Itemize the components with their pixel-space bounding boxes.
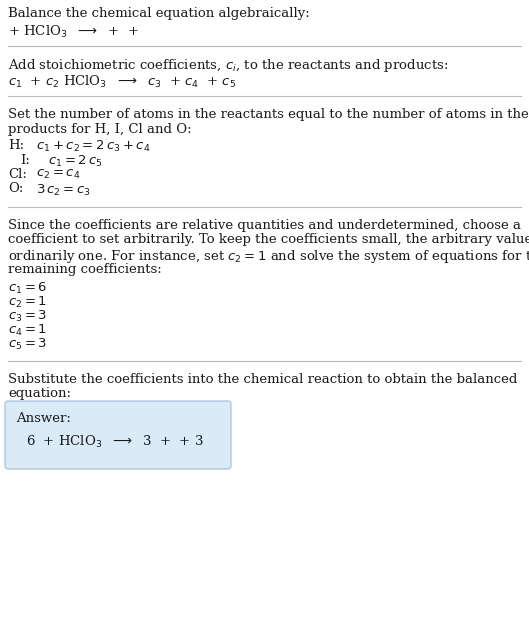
Text: Set the number of atoms in the reactants equal to the number of atoms in the: Set the number of atoms in the reactants…: [8, 108, 529, 121]
Text: $c_4 = 1$: $c_4 = 1$: [8, 323, 47, 338]
Text: H:: H:: [8, 139, 24, 152]
Text: ordinarily one. For instance, set $c_2 = 1$ and solve the system of equations fo: ordinarily one. For instance, set $c_2 =…: [8, 248, 529, 265]
Text: $c_1 = 6$: $c_1 = 6$: [8, 281, 47, 296]
Text: Cl:: Cl:: [8, 168, 27, 181]
Text: + HClO$_3$  $\longrightarrow$  +  +: + HClO$_3$ $\longrightarrow$ + +: [8, 24, 140, 40]
Text: $c_5 = 3$: $c_5 = 3$: [8, 337, 47, 352]
Text: Answer:: Answer:: [16, 412, 71, 425]
Text: products for H, I, Cl and O:: products for H, I, Cl and O:: [8, 123, 191, 136]
Text: Since the coefficients are relative quantities and underdetermined, choose a: Since the coefficients are relative quan…: [8, 219, 521, 232]
Text: remaining coefficients:: remaining coefficients:: [8, 262, 162, 275]
Text: O:: O:: [8, 183, 23, 195]
Text: $c_1 = 2\,c_5$: $c_1 = 2\,c_5$: [48, 154, 103, 168]
Text: equation:: equation:: [8, 388, 71, 401]
FancyBboxPatch shape: [5, 401, 231, 469]
Text: $c_2 = c_4$: $c_2 = c_4$: [36, 168, 80, 181]
Text: $3\,c_2 = c_3$: $3\,c_2 = c_3$: [36, 183, 91, 197]
Text: Add stoichiometric coefficients, $c_i$, to the reactants and products:: Add stoichiometric coefficients, $c_i$, …: [8, 57, 449, 75]
Text: $c_2 = 1$: $c_2 = 1$: [8, 295, 47, 310]
Text: $c_1$  + $c_2$ HClO$_3$  $\longrightarrow$  $c_3$  + $c_4$  + $c_5$: $c_1$ + $c_2$ HClO$_3$ $\longrightarrow$…: [8, 74, 236, 90]
Text: $c_3 = 3$: $c_3 = 3$: [8, 309, 47, 324]
Text: $c_1 + c_2 = 2\,c_3 + c_4$: $c_1 + c_2 = 2\,c_3 + c_4$: [36, 139, 151, 154]
Text: I:: I:: [20, 154, 30, 167]
Text: coefficient to set arbitrarily. To keep the coefficients small, the arbitrary va: coefficient to set arbitrarily. To keep …: [8, 233, 529, 246]
Text: Substitute the coefficients into the chemical reaction to obtain the balanced: Substitute the coefficients into the che…: [8, 373, 517, 386]
Text: 6  + HClO$_3$  $\longrightarrow$  3  +  + 3: 6 + HClO$_3$ $\longrightarrow$ 3 + + 3: [26, 434, 205, 450]
Text: Balance the chemical equation algebraically:: Balance the chemical equation algebraica…: [8, 7, 310, 20]
